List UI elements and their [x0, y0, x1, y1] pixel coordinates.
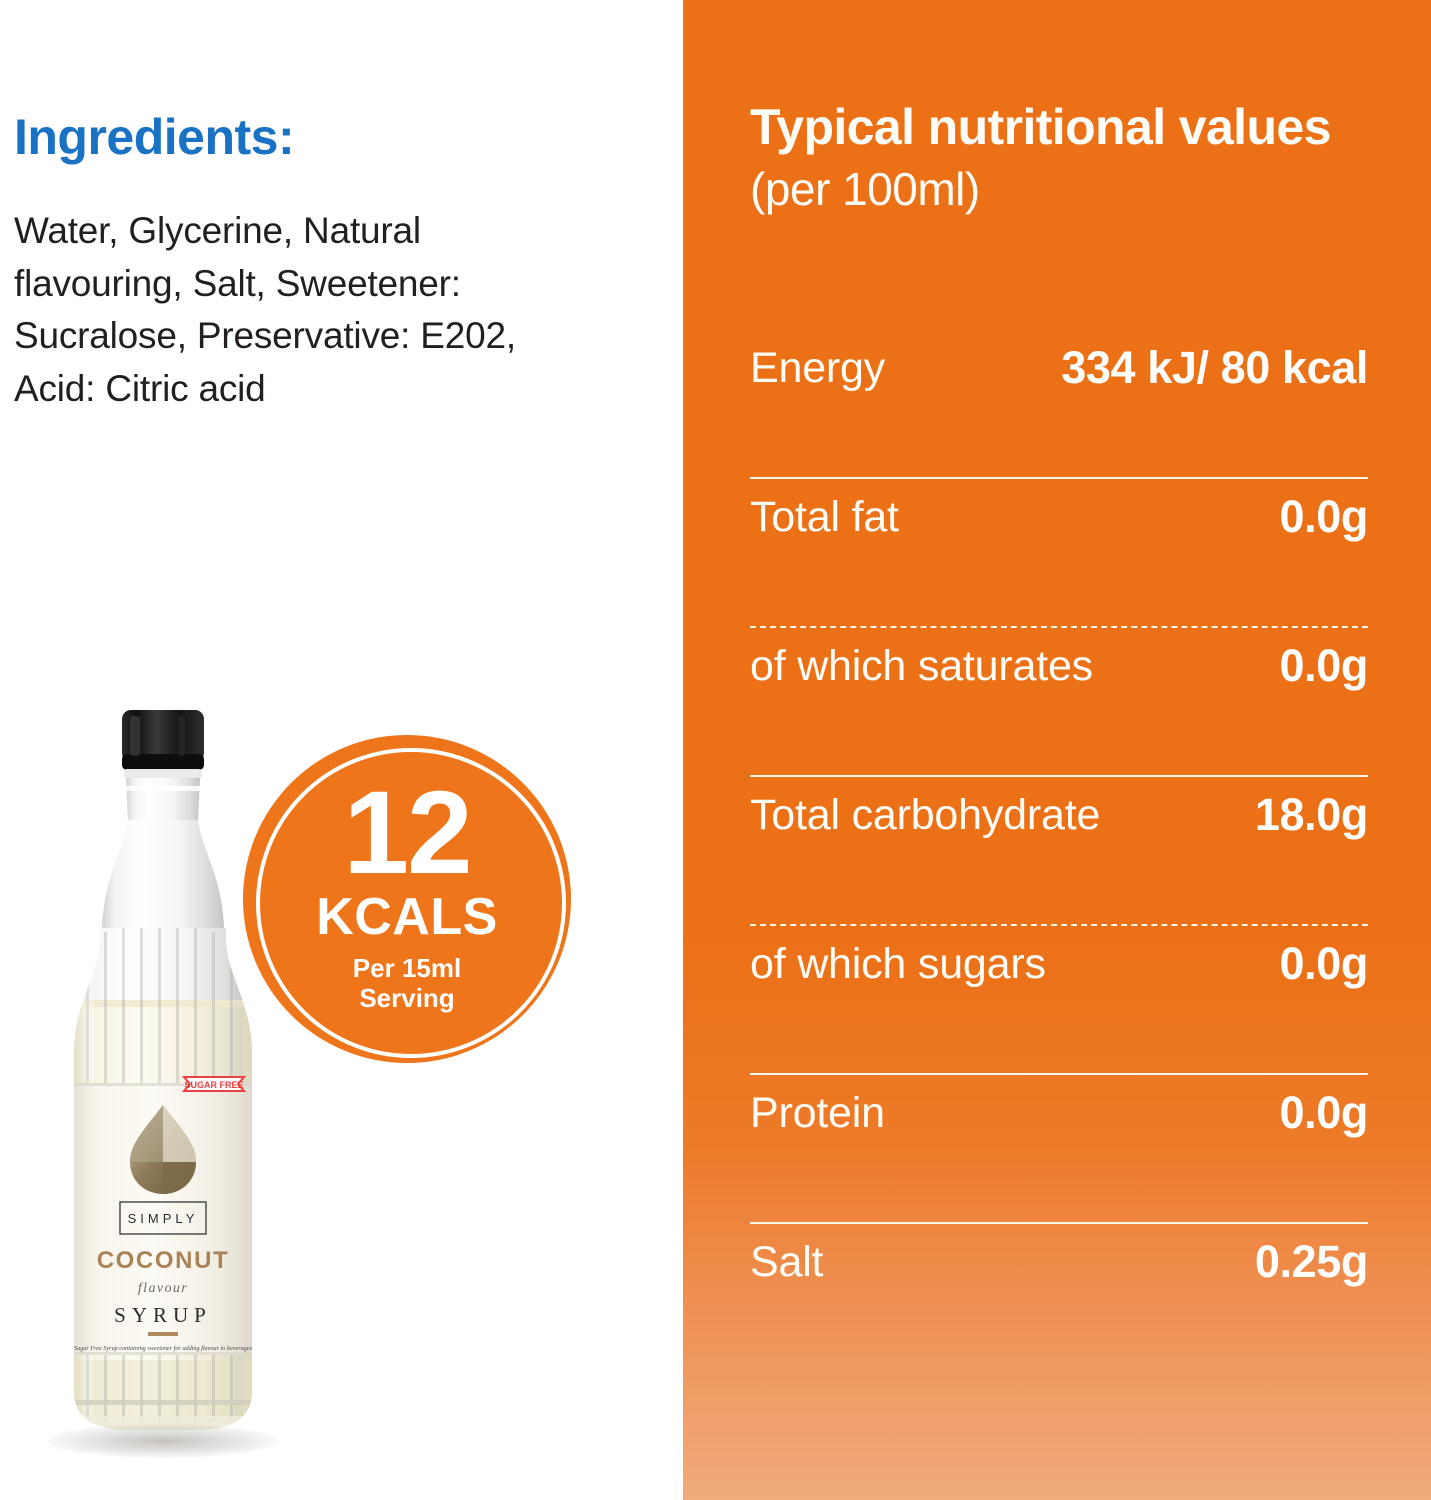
nutrition-row-label: Energy: [750, 344, 886, 392]
nutrition-row: Salt 0.25g: [750, 1224, 1368, 1373]
nutrition-row-value: 0.25g: [1254, 1236, 1368, 1287]
nutrition-row-value: 18.0g: [1254, 789, 1368, 840]
ingredients-heading: Ingredients:: [14, 109, 295, 165]
bottle-shadow: [48, 1424, 278, 1458]
nutrition-panel: Typical nutritional values (per 100ml) E…: [683, 0, 1431, 1500]
sugar-free-badge: SUGAR FREE: [181, 1076, 247, 1092]
nutrition-table: Energy 334 kJ/ 80 kcal Total fat 0.0g of whi…: [750, 330, 1368, 1373]
nutrition-row-label: Total fat: [750, 493, 899, 541]
bottle-cap: [122, 710, 204, 770]
flavour-name: COCONUT: [97, 1247, 230, 1274]
nutrition-row-label: Protein: [750, 1089, 885, 1137]
nutrition-row: Total fat 0.0g: [750, 479, 1368, 628]
product-type: SYRUP: [114, 1303, 212, 1327]
ingredients-text: Water, Glycerine, Natural flavouring, Sa…: [14, 210, 516, 409]
label-fine-print: Sugar Free Syrup containing sweetener fo…: [74, 1345, 253, 1352]
nutrition-row-value: 0.0g: [1279, 1087, 1369, 1138]
ingredients-column: Ingredients: Water, Glycerine, Natural f…: [0, 0, 683, 1500]
nutrition-row-label: Salt: [750, 1238, 824, 1286]
nutrition-row: Energy 334 kJ/ 80 kcal: [750, 330, 1368, 479]
kcal-unit: KCALS: [316, 888, 498, 947]
nutrition-row: Total carbohydrate 18.0g: [750, 777, 1368, 926]
nutrition-row: of which saturates 0.0g: [750, 628, 1368, 777]
nutrition-row-label: Total carbohydrate: [750, 791, 1101, 839]
kcal-number: 12: [343, 766, 472, 899]
brand-name: SIMPLY: [128, 1211, 199, 1226]
nutrition-row-label: of which sugars: [750, 940, 1046, 988]
nutrition-row: of which sugars 0.0g: [750, 926, 1368, 1075]
nutrition-row-value: 0.0g: [1279, 640, 1369, 691]
nutrition-subtitle: (per 100ml): [750, 163, 980, 215]
kcal-serving-line2: Serving: [359, 983, 455, 1014]
product-bottle: SUGAR FREE SIMPLY COCONUT flavour SYRUP …: [38, 700, 288, 1460]
nutrition-row-value: 334 kJ/ 80 kcal: [1061, 342, 1368, 393]
kcal-serving: Per 15ml Serving: [353, 953, 461, 1013]
flavour-word: flavour: [138, 1281, 188, 1296]
droplet-logo: [130, 1105, 196, 1194]
bottle-illustration: SUGAR FREE SIMPLY COCONUT flavour SYRUP …: [74, 710, 253, 1430]
sugar-free-text: SUGAR FREE: [184, 1080, 243, 1090]
nutrition-title: Typical nutritional values: [750, 99, 1331, 155]
brand-block: SIMPLY: [119, 1201, 207, 1235]
bottle-neck: [102, 769, 224, 928]
kcal-serving-line1: Per 15ml: [352, 953, 462, 984]
label-rule: [148, 1332, 178, 1336]
nutrition-row-value: 0.0g: [1279, 491, 1369, 542]
nutrition-row-value: 0.0g: [1279, 938, 1369, 989]
nutrition-row-label: of which saturates: [750, 642, 1093, 690]
kcal-badge: 12 KCALS Per 15ml Serving: [243, 735, 571, 1063]
nutrition-row: Protein 0.0g: [750, 1075, 1368, 1224]
